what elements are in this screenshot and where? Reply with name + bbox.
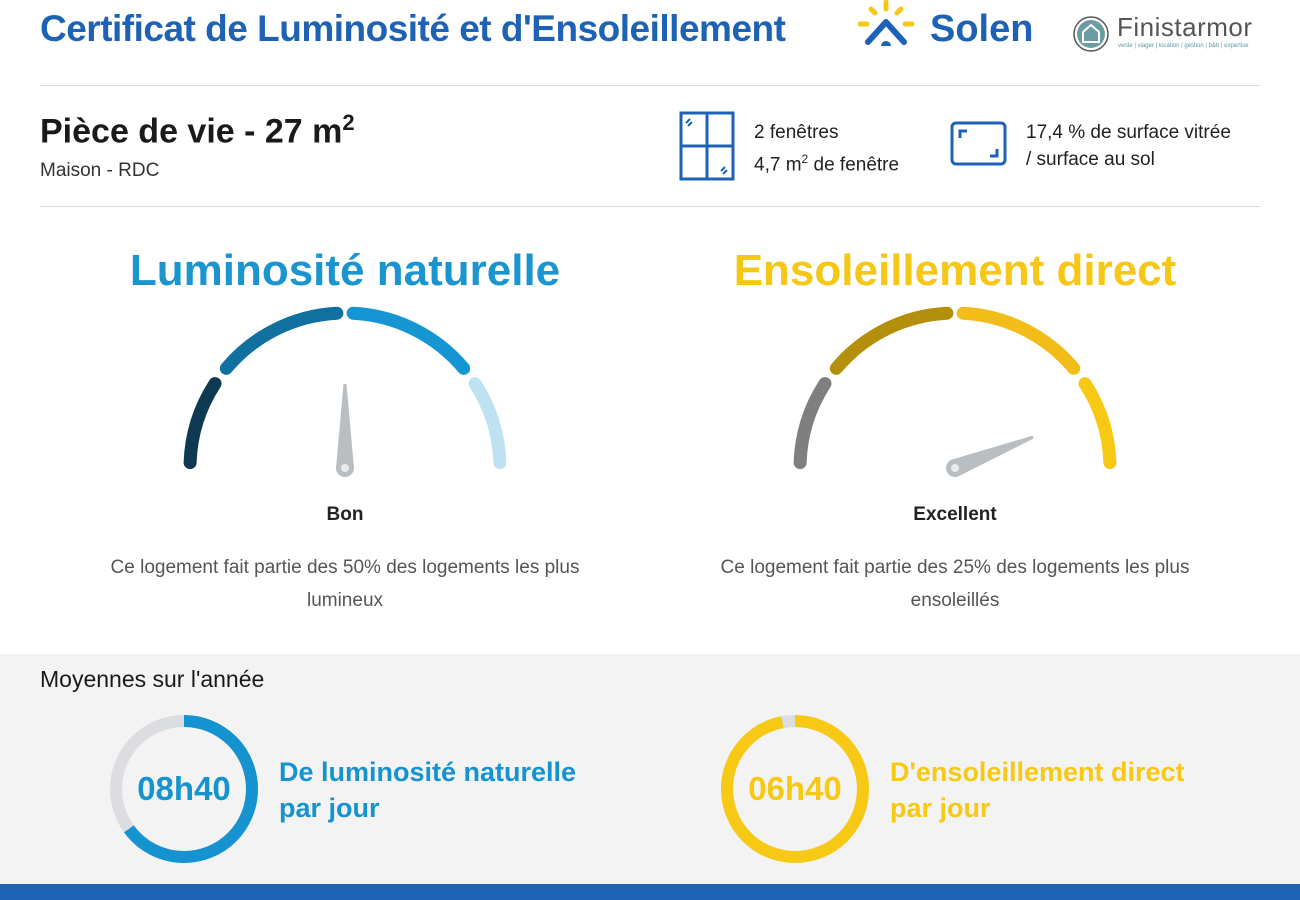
windows-area-unit: de fenêtre [808, 154, 900, 176]
finistarmor-brand: Finistarmor [1117, 12, 1253, 42]
glazing-ratio: 17,4 % de surface vitrée [1026, 122, 1231, 143]
gauge-needle [946, 435, 1034, 477]
windows-area-value: 4,7 m [754, 154, 802, 176]
gauge-label-luminosity: Bon [326, 504, 364, 525]
gauge-title-luminosity: Luminosité naturelle [129, 246, 561, 295]
room-subtitle: Maison - RDC [40, 160, 160, 181]
window-icon [679, 111, 735, 181]
ring-progress [110, 715, 258, 863]
ring-progress [721, 715, 869, 863]
gauge-segment [346, 306, 471, 375]
gauge-desc-sunshine: Ce logement fait partie des 25% des loge… [720, 557, 1190, 611]
gauge-label-sunshine: Excellent [913, 504, 997, 525]
windows-area-sup: 2 [801, 152, 809, 166]
gauge-segment [1078, 377, 1117, 470]
room-title: Pièce de vie - 27 m2 [40, 110, 355, 151]
ring-label-line1: D'ensoleillement direct [890, 757, 1185, 787]
glazing-ratio-label: / surface au sol [1026, 149, 1155, 170]
ring-label-luminosity: De luminosité naturelle par jour [279, 754, 576, 826]
windows-count: 2 fenêtres [754, 122, 839, 143]
ring-label-line2: par jour [279, 793, 380, 823]
solen-logo-icon [858, 0, 915, 46]
gauge-needle-pivot [341, 464, 349, 472]
gauge-luminosity [183, 306, 507, 477]
gauge-needle-pivot [951, 464, 959, 472]
solen-brand: Solen [930, 8, 1034, 50]
windows-info: 2 fenêtres 4,7 m2 de fenêtre [754, 119, 899, 178]
gauge-segment [183, 377, 222, 470]
gauge-segment [793, 377, 832, 470]
glazing-info: 17,4 % de surface vitrée / surface au so… [1026, 119, 1231, 173]
gauge-segment [829, 306, 954, 375]
room-name-sup: 2 [342, 110, 355, 135]
gauge-title-sunshine: Ensoleillement direct [733, 246, 1177, 295]
gauge-needle [336, 384, 354, 477]
ring-luminosity [110, 715, 258, 863]
windows-area: 4,7 m2 de fenêtre [754, 146, 899, 178]
ring-label-line2: par jour [890, 793, 991, 823]
gauge-segment [956, 306, 1081, 375]
finistarmor-logo-icon [1073, 16, 1109, 52]
ring-value-sunshine: 06h40 [748, 770, 842, 807]
ring-label-line1: De luminosité naturelle [279, 757, 577, 787]
gauge-segment [219, 306, 344, 375]
divider [40, 206, 1260, 207]
gauge-sunshine [793, 306, 1117, 477]
finistarmor-tagline: vente | viager | location | gestion | b&… [1118, 43, 1249, 49]
gauge-desc-luminosity: Ce logement fait partie des 50% des loge… [110, 557, 580, 611]
ring-sunshine [721, 715, 869, 863]
footer-bar [0, 884, 1300, 900]
surface-icon [950, 121, 1007, 166]
room-name: Pièce de vie - 27 m [40, 112, 343, 151]
page-title: Certificat de Luminosité et d'Ensoleille… [40, 8, 786, 49]
ring-label-sunshine: D'ensoleillement direct par jour [890, 754, 1185, 826]
ring-value-luminosity: 08h40 [137, 770, 231, 807]
gauge-segment [468, 377, 507, 470]
averages-title: Moyennes sur l'année [40, 666, 265, 692]
divider [40, 85, 1260, 86]
